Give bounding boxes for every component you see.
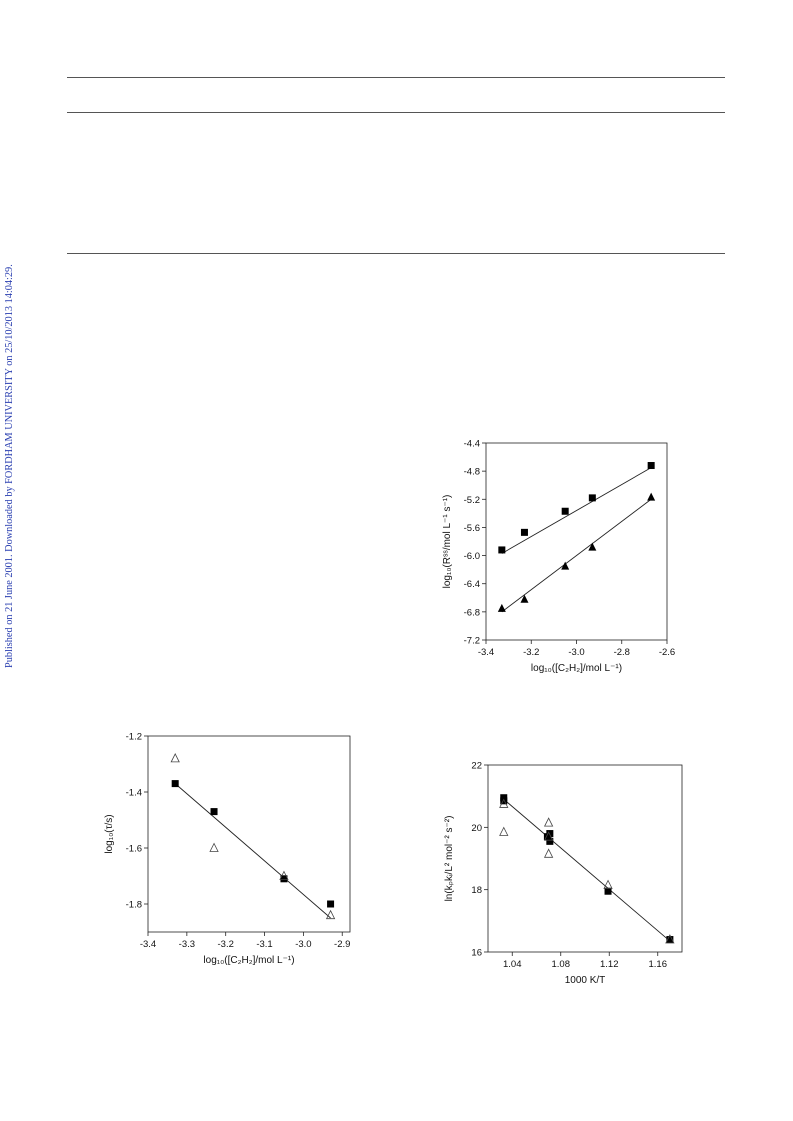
square-point [327, 900, 335, 908]
square-point [171, 780, 179, 788]
x-axis-label: 1000 K/T [565, 975, 606, 986]
square-point [604, 887, 612, 895]
lifetime-chart: -3.4 -3.3 -3.2 -3.1 -3.0 -2.9 -1.2 -1.4 -1.6 -1.8… [100, 726, 360, 986]
rate-chart: -3.4 -3.2 -3.0 -2.8 -2.6 -4.4 -4.8 -5.2 -5.6 -6.0… [430, 432, 700, 692]
square-point [546, 830, 554, 838]
x-axis-label: log₁₀([C₂H₂]/mol L⁻¹) [203, 955, 294, 966]
rate-chart-svg: -3.4 -3.2 -3.0 -2.8 -2.6 -4.4 -4.8 -5.2 -5.6 -6.0… [442, 439, 675, 675]
y-tick-label: -6.4 [464, 579, 480, 590]
open-triangle-point [209, 842, 219, 852]
square-point [647, 462, 655, 470]
open-triangle-point [603, 879, 613, 889]
triangle-point [588, 542, 597, 551]
open-triangle-point [543, 831, 554, 841]
y-tick-label: -1.8 [126, 900, 142, 911]
y-tick-label: -6.0 [464, 551, 480, 562]
open-triangle-point [543, 848, 554, 858]
x-tick-label: 1.16 [649, 959, 668, 970]
x-tick-label: -3.2 [523, 647, 539, 658]
square-point [498, 546, 506, 554]
y-tick-label: -4.4 [464, 439, 480, 450]
y-axis-label: ln(kₚkᵢ/L² mol⁻² s⁻²) [444, 816, 455, 902]
y-tick-label: -1.2 [126, 732, 142, 743]
y-tick-label: -7.2 [464, 636, 480, 647]
plot-frame [487, 764, 683, 953]
triangle-point [561, 561, 570, 570]
y-tick-label: 20 [471, 823, 482, 834]
y-axis-label: log₁₀(Rˢˢ/mol L⁻¹ s⁻¹) [442, 495, 453, 589]
x-tick-label: -3.4 [478, 647, 494, 658]
x-tick-label: -3.1 [256, 939, 272, 950]
x-tick-label: 1.04 [503, 959, 522, 970]
plot-frame [485, 442, 668, 641]
square-point [561, 507, 569, 515]
y-tick-label: -6.8 [464, 607, 480, 618]
y-tick-label: -5.2 [464, 495, 480, 506]
x-tick-label: 1.12 [600, 959, 619, 970]
open-triangle-point [543, 817, 554, 827]
open-triangle-point [499, 798, 509, 808]
mid-rule [67, 112, 725, 113]
x-tick-label: -3.2 [218, 939, 234, 950]
square-point [666, 936, 674, 944]
arrhenius-chart-svg: 1.04 1.08 1.12 1.16 22 20 18 16 1000 K/T ln(kₚkᵢ/… [444, 761, 683, 986]
triangle-point [647, 492, 656, 501]
x-tick-label: -3.4 [140, 939, 156, 950]
fit-line [501, 498, 652, 613]
lifetime-chart-svg: -3.4 -3.3 -3.2 -3.1 -3.0 -2.9 -1.2 -1.4 -1.6 -1.8… [104, 732, 351, 967]
open-triangle-point [665, 934, 675, 944]
fit-line [174, 783, 331, 919]
download-notice: Published on 21 June 2001. Downloaded by… [4, 264, 15, 668]
x-tick-label: -2.8 [614, 647, 630, 658]
y-tick-label: -1.6 [126, 844, 142, 855]
x-tick-label: -3.0 [568, 647, 584, 658]
y-axis-label: log₁₀(τ/s) [104, 814, 115, 853]
x-tick-label: -2.6 [659, 647, 675, 658]
square-point [500, 797, 508, 805]
square-point [546, 837, 554, 845]
fit-line [503, 798, 671, 942]
x-tick-label: -3.0 [295, 939, 311, 950]
y-tick-label: 22 [471, 761, 482, 772]
square-point [280, 875, 288, 883]
open-triangle-point [325, 909, 336, 920]
square-point [588, 494, 596, 502]
arrhenius-chart: 1.04 1.08 1.12 1.16 22 20 18 16 1000 K/T ln(kₚkᵢ/… [440, 756, 700, 986]
y-tick-label: -1.4 [126, 788, 142, 799]
open-triangle-point [499, 826, 509, 836]
open-triangle-point [279, 870, 289, 880]
top-rule [67, 77, 725, 78]
y-tick-label: -4.8 [464, 467, 480, 478]
y-tick-label: -5.6 [464, 523, 480, 534]
plot-frame [147, 735, 351, 933]
triangle-point [520, 594, 529, 603]
square-point [210, 808, 218, 816]
x-tick-label: -2.9 [334, 939, 350, 950]
open-triangle-point [170, 753, 180, 763]
x-tick-label: -3.3 [179, 939, 195, 950]
x-tick-label: 1.08 [552, 959, 571, 970]
lower-rule [67, 253, 725, 254]
x-axis-label: log₁₀([C₂H₂]/mol L⁻¹) [531, 663, 622, 674]
fit-line [501, 467, 652, 554]
square-point [520, 528, 528, 536]
triangle-point [497, 603, 506, 612]
y-tick-label: 18 [471, 885, 482, 896]
y-tick-label: 16 [471, 948, 482, 959]
